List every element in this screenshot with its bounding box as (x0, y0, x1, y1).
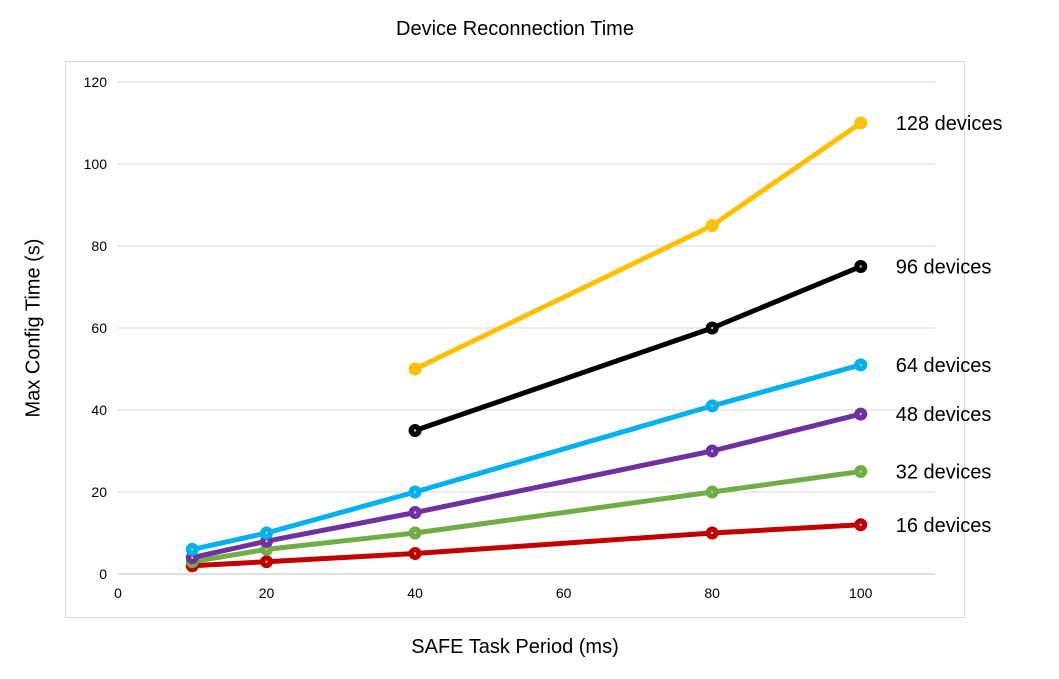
data-point-center (265, 531, 268, 535)
data-point-center (413, 511, 417, 514)
y-tick-label: 20 (91, 484, 107, 500)
y-axis-title: Max Config Time (s) (22, 238, 45, 418)
data-point-center (710, 490, 714, 494)
y-tick-label: 60 (91, 320, 107, 336)
y-tick-label: 40 (91, 402, 107, 418)
series-label-32-devices: 32 devices (896, 462, 992, 484)
plot-frame (65, 61, 965, 618)
data-point-center (191, 556, 194, 559)
x-tick-label: 40 (407, 585, 423, 601)
data-point-center (265, 548, 268, 551)
y-tick-label: 80 (91, 238, 107, 254)
data-point-center (413, 367, 417, 371)
y-tick-label: 120 (84, 74, 108, 90)
series-label-64-devices: 64 devices (896, 355, 992, 377)
series-label-16-devices: 16 devices (896, 515, 992, 537)
data-point-center (710, 224, 714, 227)
series-label-128-devices: 128 devices (896, 113, 1003, 135)
data-point-center (265, 560, 268, 563)
series-label-96-devices: 96 devices (896, 257, 992, 279)
series-label-48-devices: 48 devices (896, 404, 992, 426)
x-tick-label: 0 (114, 585, 122, 601)
x-tick-label: 60 (556, 585, 572, 601)
data-point-center (710, 326, 714, 330)
x-tick-label: 100 (849, 585, 873, 601)
data-point-center (859, 523, 862, 526)
x-axis-title: SAFE Task Period (ms) (411, 636, 619, 658)
y-tick-label: 0 (99, 566, 107, 582)
data-point-center (413, 429, 417, 432)
data-point-center (859, 363, 862, 367)
data-point-center (859, 412, 862, 416)
data-point-center (710, 449, 714, 453)
data-point-center (710, 531, 714, 535)
data-point-center (413, 490, 417, 494)
data-point-center (413, 531, 417, 535)
data-point-center (859, 265, 862, 268)
y-tick-label: 100 (84, 156, 108, 172)
data-point-center (265, 540, 268, 543)
data-point-center (859, 121, 862, 125)
data-point-center (413, 552, 417, 555)
x-tick-label: 20 (259, 585, 275, 601)
data-point-center (191, 548, 194, 551)
chart-title: Device Reconnection Time (396, 18, 634, 40)
data-point-center (859, 470, 862, 473)
series-line-96-devices (412, 264, 864, 433)
data-point-center (710, 404, 714, 408)
x-tick-label: 80 (704, 585, 720, 601)
